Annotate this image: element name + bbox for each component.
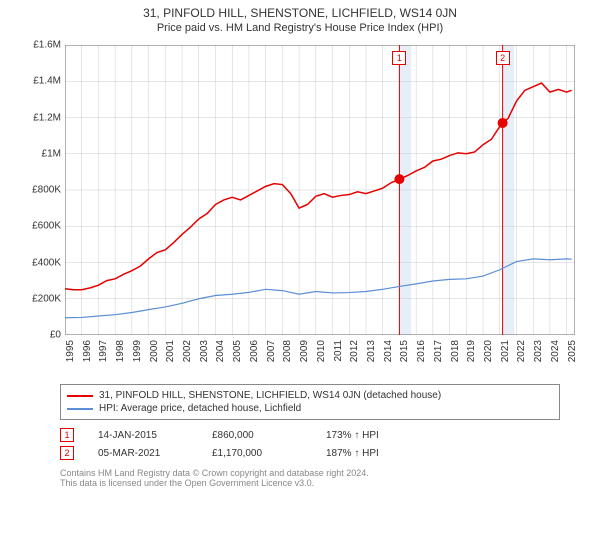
x-tick-label: 2022: [516, 340, 527, 362]
y-axis: £0£200K£400K£600K£800K£1M£1.2M£1.4M£1.6M: [15, 45, 63, 335]
event-row: 1 14-JAN-2015 £860,000 173% ↑ HPI: [60, 426, 560, 444]
x-tick-label: 2004: [215, 340, 226, 362]
x-tick-label: 2018: [450, 340, 461, 362]
y-tick-label: £200K: [32, 293, 61, 304]
event-price: £860,000: [212, 430, 302, 441]
x-tick-label: 2021: [500, 340, 511, 362]
event-date: 14-JAN-2015: [98, 430, 188, 441]
event-marker-1: 1: [392, 51, 406, 65]
legend-swatch: [67, 395, 93, 397]
x-tick-label: 2002: [182, 340, 193, 362]
y-tick-label: £600K: [32, 221, 61, 232]
x-tick-label: 2019: [466, 340, 477, 362]
x-tick-label: 2008: [282, 340, 293, 362]
x-tick-label: 2010: [316, 340, 327, 362]
x-tick-label: 2003: [199, 340, 210, 362]
x-tick-label: 2006: [249, 340, 260, 362]
event-pct: 187% ↑ HPI: [326, 448, 379, 459]
x-tick-label: 2015: [399, 340, 410, 362]
event-marker-badge: 1: [60, 428, 74, 442]
y-tick-label: £1M: [42, 148, 61, 159]
legend-label: 31, PINFOLD HILL, SHENSTONE, LICHFIELD, …: [99, 390, 441, 401]
x-tick-label: 2001: [165, 340, 176, 362]
event-pct: 173% ↑ HPI: [326, 430, 379, 441]
y-tick-label: £1.2M: [33, 112, 61, 123]
x-tick-label: 2011: [333, 340, 344, 362]
x-tick-label: 1998: [115, 340, 126, 362]
y-tick-label: £0: [50, 330, 61, 341]
event-date: 05-MAR-2021: [98, 448, 188, 459]
x-tick-label: 2024: [550, 340, 561, 362]
y-tick-label: £1.6M: [33, 40, 61, 51]
x-tick-label: 2017: [433, 340, 444, 362]
footer: Contains HM Land Registry data © Crown c…: [60, 468, 560, 488]
events-table: 1 14-JAN-2015 £860,000 173% ↑ HPI 2 05-MAR-20…: [60, 426, 560, 462]
chart-subtitle: Price paid vs. HM Land Registry's House …: [10, 22, 590, 34]
x-tick-label: 2009: [299, 340, 310, 362]
chart-title: 31, PINFOLD HILL, SHENSTONE, LICHFIELD, …: [10, 6, 590, 20]
event-marker-2: 2: [496, 51, 510, 65]
footer-line1: Contains HM Land Registry data © Crown c…: [60, 468, 560, 478]
x-tick-label: 1995: [65, 340, 76, 362]
x-tick-label: 2014: [383, 340, 394, 362]
legend-swatch: [67, 408, 93, 410]
x-tick-label: 2020: [483, 340, 494, 362]
x-tick-label: 2012: [349, 340, 360, 362]
legend-item: HPI: Average price, detached house, Lich…: [67, 402, 553, 415]
event-row: 2 05-MAR-2021 £1,170,000 187% ↑ HPI: [60, 444, 560, 462]
x-tick-label: 2000: [149, 340, 160, 362]
event-marker-badge: 2: [60, 446, 74, 460]
legend-label: HPI: Average price, detached house, Lich…: [99, 403, 301, 414]
x-axis: 1995 1996 1997 1998 1999 2000 2001 2002 2003 2004…: [65, 340, 575, 380]
x-tick-label: 2025: [567, 340, 578, 362]
x-tick-label: 1996: [82, 340, 93, 362]
event-price: £1,170,000: [212, 448, 302, 459]
y-tick-label: £800K: [32, 185, 61, 196]
plot-svg: [65, 45, 575, 335]
x-tick-label: 2016: [416, 340, 427, 362]
footer-line2: This data is licensed under the Open Gov…: [60, 478, 560, 488]
legend-item: 31, PINFOLD HILL, SHENSTONE, LICHFIELD, …: [67, 389, 553, 402]
y-tick-label: £1.4M: [33, 76, 61, 87]
x-tick-label: 2005: [232, 340, 243, 362]
x-tick-label: 2013: [366, 340, 377, 362]
y-tick-label: £400K: [32, 257, 61, 268]
x-tick-label: 1997: [98, 340, 109, 362]
x-tick-label: 2007: [266, 340, 277, 362]
x-tick-label: 1999: [132, 340, 143, 362]
x-tick-label: 2023: [533, 340, 544, 362]
chart-area: £0 £200K £400K £600K £800K £1M £1.2M £1.4M £1.6M…: [15, 40, 585, 380]
plot: 12: [65, 45, 575, 335]
legend: 31, PINFOLD HILL, SHENSTONE, LICHFIELD, …: [60, 384, 560, 420]
